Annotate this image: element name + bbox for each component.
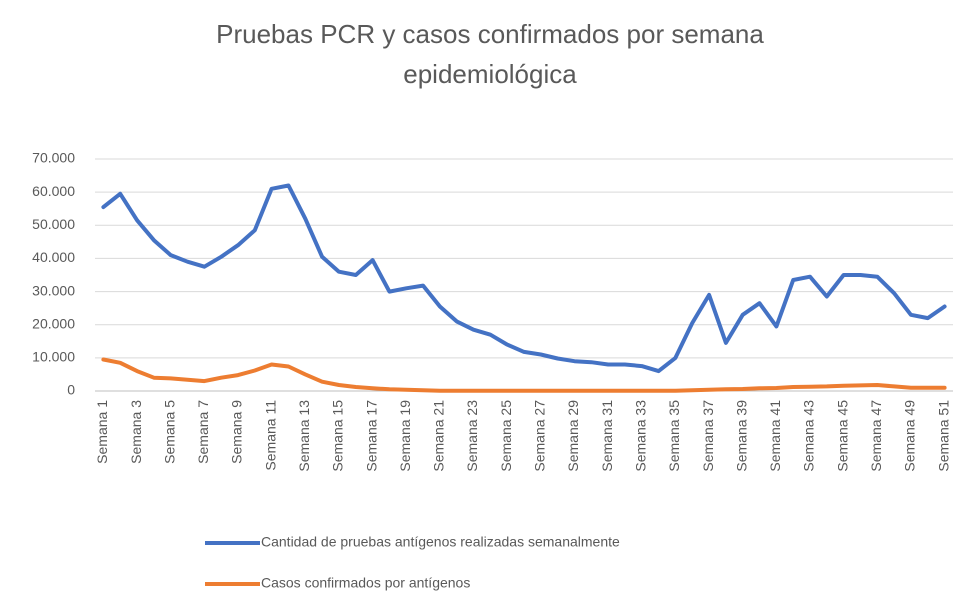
x-tick-label: Semana 27 xyxy=(532,400,548,472)
x-tick-label: Semana 47 xyxy=(868,400,884,472)
y-tick-label: 0 xyxy=(67,382,75,398)
y-tick-label: 70.000 xyxy=(32,150,75,166)
y-tick-label: 50.000 xyxy=(32,216,75,232)
x-tick-label: Semana 43 xyxy=(801,400,817,472)
x-tick-label: Semana 33 xyxy=(632,400,648,472)
x-tick-label: Semana 31 xyxy=(599,400,615,472)
x-tick-label: Semana 29 xyxy=(565,400,581,472)
x-tick-label: Semana 15 xyxy=(330,400,346,472)
x-tick-label: Semana 25 xyxy=(498,400,514,472)
x-tick-label: Semana 5 xyxy=(161,400,177,464)
x-tick-label: Semana 51 xyxy=(935,400,951,472)
chart-title: Pruebas PCR y casos confirmados por sema… xyxy=(216,19,764,89)
y-tick-label: 30.000 xyxy=(32,282,75,298)
x-tick-label: Semana 19 xyxy=(397,400,413,472)
x-tick-label: Semana 11 xyxy=(262,400,278,471)
y-tick-label: 40.000 xyxy=(32,249,75,265)
x-tick-label: Semana 39 xyxy=(733,400,749,472)
series-line xyxy=(101,357,947,393)
x-tick-label: Semana 23 xyxy=(464,400,480,472)
x-tick-label: Semana 9 xyxy=(229,400,245,464)
series-line xyxy=(101,183,947,374)
x-tick-label: Semana 37 xyxy=(700,400,716,472)
x-tick-label: Semana 3 xyxy=(128,400,144,464)
legend-label: Casos confirmados por antígenos xyxy=(261,575,470,591)
x-tick-label: Semana 13 xyxy=(296,400,312,472)
x-tick-label: Semana 21 xyxy=(431,400,447,472)
x-tick-label: Semana 17 xyxy=(363,400,379,472)
y-tick-label: 10.000 xyxy=(32,349,75,365)
legend-label: Cantidad de pruebas antígenos realizadas… xyxy=(261,534,620,550)
x-tick-label: Semana 7 xyxy=(195,400,211,464)
x-tick-label: Semana 41 xyxy=(767,400,783,472)
y-tick-label: 20.000 xyxy=(32,315,75,331)
x-tick-label: Semana 35 xyxy=(666,400,682,472)
y-tick-label: 60.000 xyxy=(32,183,75,199)
x-tick-label: Semana 1 xyxy=(94,400,110,464)
x-tick-label: Semana 45 xyxy=(834,400,850,472)
x-tick-label: Semana 49 xyxy=(902,400,918,472)
